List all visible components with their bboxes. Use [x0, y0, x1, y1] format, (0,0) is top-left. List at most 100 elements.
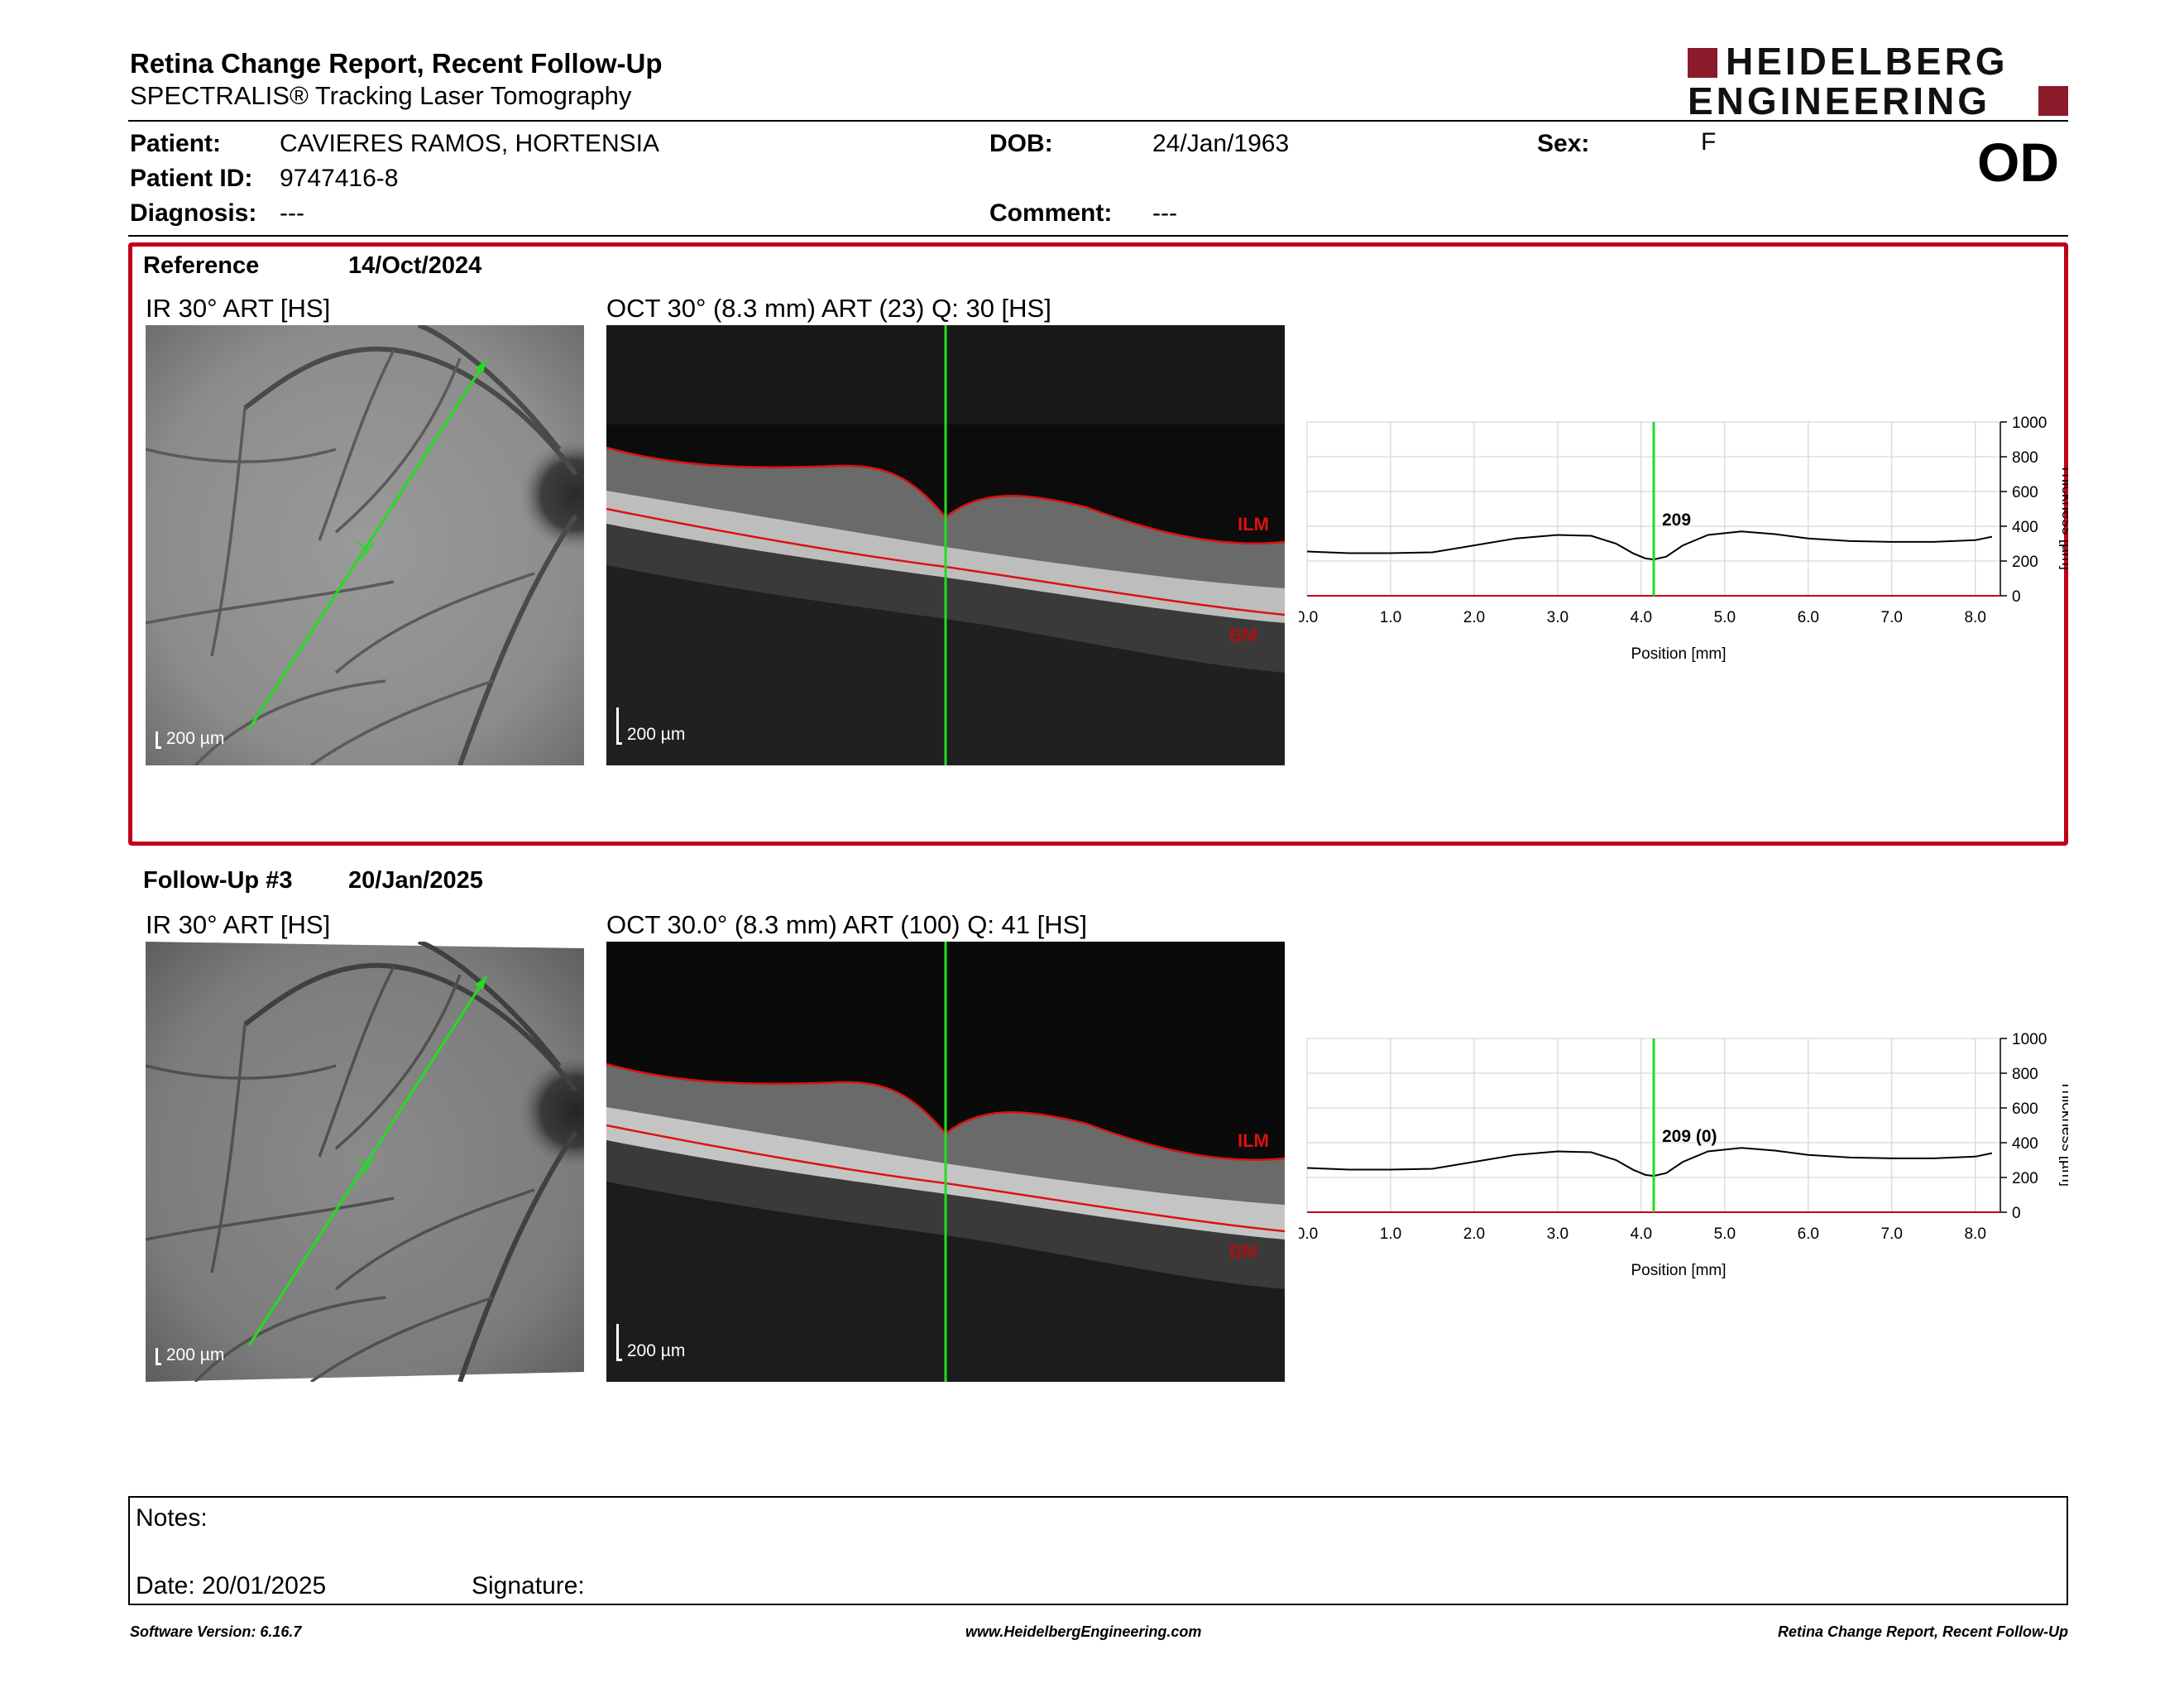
patient-divider: [128, 235, 2068, 237]
y-tick-label: 200: [2012, 554, 2038, 571]
x-tick-label: 4.0: [1631, 609, 1652, 626]
fu-ir-scalebar: 200 µm: [156, 1345, 224, 1365]
x-tick-label: 6.0: [1798, 1225, 1819, 1243]
x-tick-label: 1.0: [1380, 609, 1401, 626]
followup-date: 20/Jan/2025: [348, 867, 483, 894]
dob-label: DOB:: [989, 130, 1053, 157]
fu-oct-scale-text: 200 µm: [626, 1341, 686, 1360]
ref-oct-title: OCT 30° (8.3 mm) ART (23) Q: 30 [HS]: [606, 294, 1051, 323]
brand-line1: HEIDELBERG: [1726, 40, 2009, 83]
y-tick-label: 0: [2012, 588, 2021, 606]
ref-oct-bscan-image[interactable]: ILM BM 200 µm: [606, 325, 1285, 765]
brand-line2: ENGINEERING: [1688, 79, 1991, 122]
ref-oct-drawing: [606, 325, 1285, 765]
x-tick-label: 5.0: [1714, 1225, 1736, 1243]
x-tick-label: 2.0: [1463, 1225, 1485, 1243]
diagnosis-label: Diagnosis:: [130, 199, 257, 227]
ref-ir-fundus-image[interactable]: 200 µm: [146, 325, 584, 765]
sex-value: F: [1701, 128, 1717, 156]
x-tick-label: 6.0: [1798, 609, 1819, 626]
y-tick-label: 400: [2012, 1135, 2038, 1153]
diagnosis-value: ---: [280, 199, 304, 227]
scalebar-icon: [616, 1324, 622, 1361]
ref-bm-label: BM: [1229, 625, 1258, 645]
y-tick-label: 800: [2012, 449, 2038, 467]
y-tick-label: 1000: [2012, 415, 2047, 432]
footer-software-version: Software Version: 6.16.7: [130, 1623, 302, 1640]
x-tick-label: 4.0: [1631, 1225, 1652, 1243]
notes-date: Date: 20/01/2025: [136, 1572, 327, 1599]
patient-id-label: Patient ID:: [130, 165, 253, 192]
fu-oct-bscan-image[interactable]: ILM BM 200 µm: [606, 942, 1285, 1382]
x-tick-label: 2.0: [1463, 609, 1485, 626]
reference-date: 14/Oct/2024: [348, 252, 482, 279]
fu-thickness-chart: 0.0 1.0 2.0 3.0 4.0 5.0 6.0 7.0 8.0 0 200 400 600 800…: [1299, 1031, 2068, 1279]
dob-value: 24/Jan/1963: [1152, 130, 1290, 157]
x-tick-label: 0.0: [1299, 609, 1318, 626]
x-tick-label: 7.0: [1881, 609, 1903, 626]
fu-scan-line: [247, 976, 488, 1346]
report-subtitle: SPECTRALIS® Tracking Laser Tomography: [130, 81, 632, 110]
logo-square-bottom: [2038, 86, 2068, 116]
y-tick-label: 1000: [2012, 1031, 2047, 1048]
notes-box[interactable]: [128, 1496, 2068, 1605]
ref-scan-line: [247, 359, 488, 730]
x-axis-label: Position [mm]: [1631, 645, 1726, 663]
signature-label: Signature:: [472, 1572, 585, 1599]
fu-ir-scale-text: 200 µm: [165, 1345, 225, 1364]
y-axis-label: Thickness [µm]: [2058, 1081, 2068, 1187]
scalebar-icon: [616, 707, 622, 745]
logo-square-top: [1688, 48, 1717, 78]
x-tick-label: 8.0: [1965, 609, 1986, 626]
ref-fundus-drawing: [146, 325, 584, 765]
fu-oct-drawing: [606, 942, 1285, 1382]
x-tick-label: 5.0: [1714, 609, 1736, 626]
comment-label: Comment:: [989, 199, 1113, 227]
header-divider: [128, 120, 2068, 122]
ref-ilm-label: ILM: [1238, 514, 1269, 535]
y-tick-label: 400: [2012, 519, 2038, 536]
fu-oct-scalebar: 200 µm: [616, 1324, 685, 1361]
y-tick-label: 600: [2012, 484, 2038, 501]
footer-website-link[interactable]: www.HeidelbergEngineering.com: [965, 1623, 1202, 1640]
ref-ir-scale-text: 200 µm: [165, 729, 225, 748]
marker-value-label: 209: [1662, 511, 1691, 530]
x-tick-label: 0.0: [1299, 1225, 1318, 1243]
ref-oct-scale-text: 200 µm: [626, 725, 686, 744]
comment-value: ---: [1152, 199, 1177, 227]
fu-oct-title: OCT 30.0° (8.3 mm) ART (100) Q: 41 [HS]: [606, 910, 1087, 939]
sex-label: Sex:: [1537, 130, 1590, 157]
patient-name: CAVIERES RAMOS, HORTENSIA: [280, 130, 659, 157]
y-tick-label: 200: [2012, 1170, 2038, 1187]
fu-bm-label: BM: [1229, 1241, 1258, 1262]
report-title: Retina Change Report, Recent Follow-Up: [130, 48, 663, 79]
x-tick-label: 3.0: [1547, 609, 1569, 626]
fu-fundus-drawing: [146, 942, 584, 1382]
x-tick-label: 8.0: [1965, 1225, 1986, 1243]
ref-ir-scalebar: 200 µm: [156, 729, 224, 749]
followup-label: Follow-Up #3: [143, 867, 293, 894]
reference-frame: [128, 242, 2068, 846]
fu-ilm-label: ILM: [1238, 1130, 1269, 1151]
x-tick-label: 1.0: [1380, 1225, 1401, 1243]
y-tick-label: 0: [2012, 1205, 2021, 1222]
scalebar-icon: [156, 1348, 161, 1365]
fu-ir-title: IR 30° ART [HS]: [146, 910, 331, 939]
y-axis-label: Thickness [µm]: [2058, 464, 2068, 570]
brand-logo: HEIDELBERG ENGINEERING: [1688, 40, 2068, 122]
eye-laterality: OD: [1977, 132, 2059, 193]
notes-label: Notes:: [136, 1504, 208, 1532]
ref-oct-scalebar: 200 µm: [616, 707, 685, 745]
marker-value-label: 209 (0): [1662, 1127, 1717, 1146]
reference-label: Reference: [143, 252, 260, 279]
ref-ir-title: IR 30° ART [HS]: [146, 294, 331, 323]
y-tick-label: 800: [2012, 1066, 2038, 1083]
fu-ir-fundus-image[interactable]: 200 µm: [146, 942, 584, 1382]
x-tick-label: 7.0: [1881, 1225, 1903, 1243]
patient-id-value: 9747416-8: [280, 165, 399, 192]
footer-report-name: Retina Change Report, Recent Follow-Up: [1777, 1623, 2068, 1640]
patient-label: Patient:: [130, 130, 222, 157]
x-axis-label: Position [mm]: [1631, 1262, 1726, 1279]
x-tick-label: 3.0: [1547, 1225, 1569, 1243]
ref-thickness-chart: 0.0 1.0 2.0 3.0 4.0 5.0 6.0 7.0 8.0 0 200 400 600 800…: [1299, 415, 2068, 663]
